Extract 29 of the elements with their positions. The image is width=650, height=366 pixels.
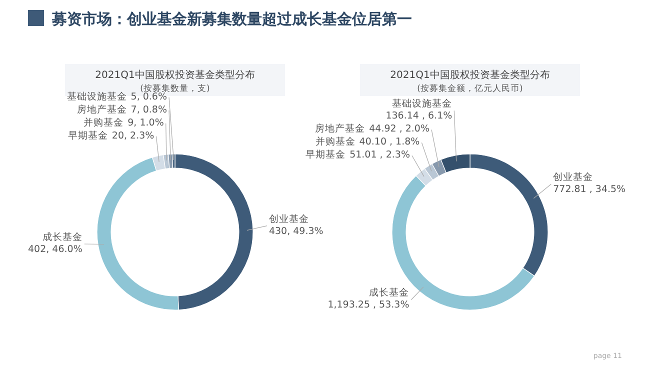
slice-label: 房地产基金 xyxy=(315,122,366,135)
data-label: 7, 0.8% xyxy=(130,104,167,116)
data-label: 1,193.25 , 53.3% xyxy=(328,300,410,311)
slice-label: 早期基金 xyxy=(306,148,346,161)
data-label: 136.14 , 6.1% xyxy=(386,110,452,122)
slice-label: 基础设施基金 xyxy=(392,98,452,110)
chart-subtitle: (按募集数量，支) xyxy=(140,83,210,94)
data-label: 9, 1.0% xyxy=(128,117,164,128)
data-label: 5, 0.6% xyxy=(130,91,167,102)
text: 募资市场：创业基金新募集数量超过成长基金位居第一 xyxy=(51,10,412,28)
slice-label: 创业基金 xyxy=(268,212,309,225)
slice-label: 并购基金 xyxy=(84,116,124,128)
data-label: 40.10 , 1.8% xyxy=(359,136,420,148)
slice-label: 基础设施基金 xyxy=(66,90,127,102)
slice-label: 创业基金 xyxy=(553,171,594,184)
chart-title: 2021Q1中国股权投资基金类型分布 xyxy=(390,69,550,81)
slice-label: 成长基金 xyxy=(369,286,410,299)
chart-subtitle: (按募集金额，亿元人民币) xyxy=(417,83,523,94)
data-label: 20, 2.3% xyxy=(112,130,154,142)
data-label: 772.81 , 34.5% xyxy=(553,184,626,196)
slice-label: 房地产基金 xyxy=(76,103,127,116)
data-label: 44.92 , 2.0% xyxy=(369,124,430,135)
slice-label: 早期基金 xyxy=(68,129,108,142)
data-label: 51.01 , 2.3% xyxy=(350,150,410,161)
chart-title: 2021Q1中国股权投资基金类型分布 xyxy=(95,69,255,81)
slice-label: 成长基金 xyxy=(42,230,82,243)
slice-label: 并购基金 xyxy=(315,136,356,148)
data-label: 430, 49.3% xyxy=(268,226,324,237)
data-label: 402, 46.0% xyxy=(28,244,82,255)
